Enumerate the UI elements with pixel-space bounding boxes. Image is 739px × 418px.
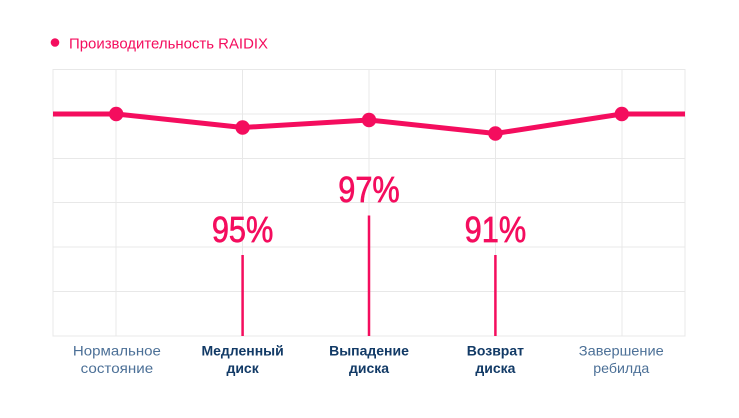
svg-text:95%: 95%: [212, 209, 274, 250]
svg-text:диска: диска: [349, 360, 389, 376]
svg-text:диска: диска: [475, 360, 515, 376]
svg-text:диск: диск: [226, 360, 259, 376]
svg-text:ребилда: ребилда: [593, 361, 649, 376]
svg-text:Завершение: Завершение: [579, 344, 664, 359]
svg-text:Возврат: Возврат: [467, 343, 524, 359]
svg-text:Нормальное: Нормальное: [73, 344, 161, 359]
svg-text:Производительность RAIDIX: Производительность RAIDIX: [69, 35, 268, 52]
svg-text:состояние: состояние: [81, 361, 154, 376]
svg-text:91%: 91%: [465, 209, 527, 250]
svg-text:97%: 97%: [338, 169, 400, 210]
svg-text:Медленный: Медленный: [201, 343, 283, 359]
svg-text:Выпадение: Выпадение: [329, 343, 409, 359]
